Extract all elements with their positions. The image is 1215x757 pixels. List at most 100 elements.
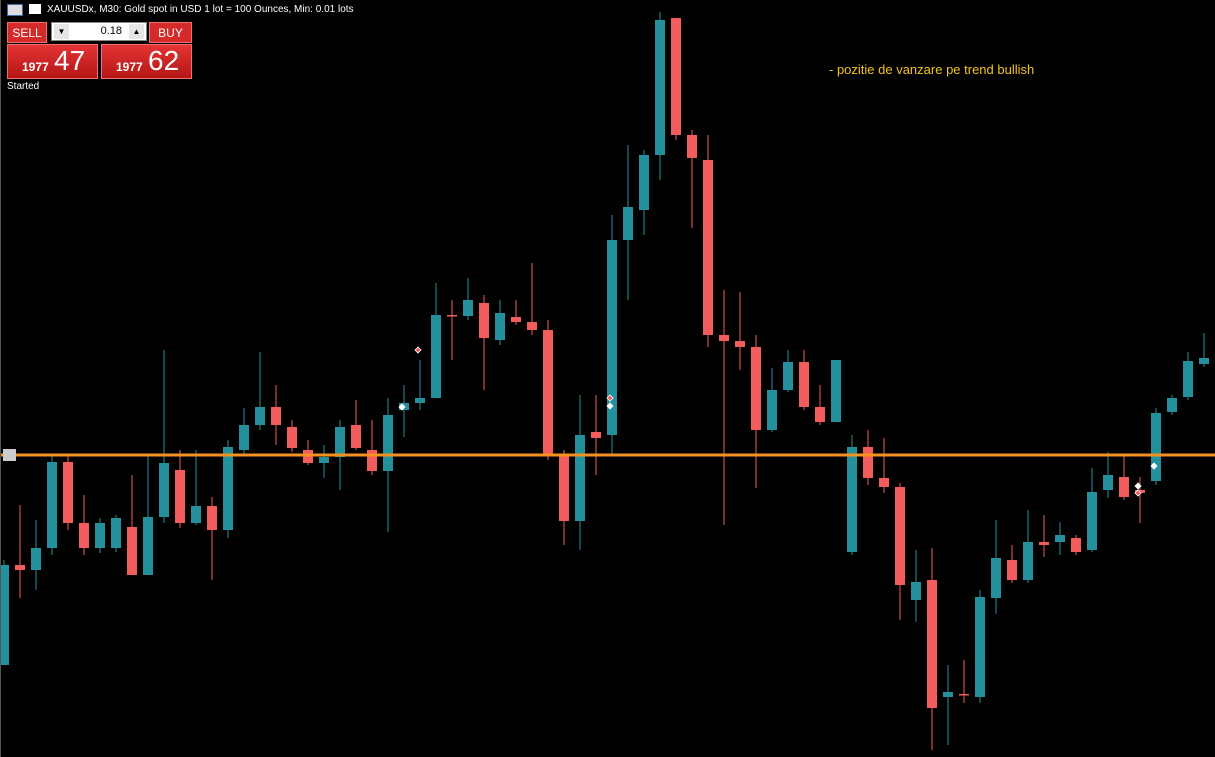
candle-body [1167, 398, 1177, 412]
sell-price[interactable]: 1977 47 [7, 44, 98, 79]
volume-box[interactable]: ▼ 0.18 ▲ [51, 22, 147, 41]
sell-price-big: 1977 [22, 60, 49, 74]
candle-body [47, 462, 57, 548]
candle-body [703, 160, 713, 335]
candle-body [431, 315, 441, 398]
candle-body [527, 322, 537, 330]
candle-body [15, 565, 25, 570]
candle-body [927, 580, 937, 708]
candle-body [367, 450, 377, 471]
candle-body [895, 487, 905, 585]
candle-body [31, 548, 41, 570]
candle-body [495, 313, 505, 340]
trade-marker [1134, 489, 1142, 497]
volume-down[interactable]: ▼ [54, 24, 69, 39]
candle-body [159, 463, 169, 517]
candle-body [1039, 542, 1049, 545]
candle-body [1183, 361, 1193, 397]
candle-body [1023, 542, 1033, 580]
candle-body [623, 207, 633, 240]
volume-up[interactable]: ▲ [129, 24, 144, 39]
candle-body [687, 135, 697, 158]
volume-value[interactable]: 0.18 [100, 25, 122, 37]
candle-body [815, 407, 825, 422]
candle-body [719, 335, 729, 341]
candle-body [79, 523, 89, 548]
chart-icon [29, 4, 41, 14]
candle-body [287, 427, 297, 448]
candle-body [671, 18, 681, 135]
candle-body [831, 360, 841, 422]
candle-body [1007, 560, 1017, 580]
candle-body [511, 317, 521, 322]
buy-button[interactable]: BUY [149, 22, 192, 43]
candle-body [639, 155, 649, 210]
candle-body [1151, 413, 1161, 481]
candle-body [127, 527, 137, 575]
candle-body [655, 20, 665, 155]
candle-body [1, 565, 9, 665]
candle-body [1087, 492, 1097, 550]
candle-body [911, 582, 921, 600]
candle-body [799, 362, 809, 407]
candle-body [543, 330, 553, 455]
candle-body [735, 341, 745, 347]
sell-price-small: 47 [54, 45, 86, 76]
candle-body [239, 425, 249, 450]
candle-body [959, 694, 969, 696]
candle-body [1071, 538, 1081, 552]
candle-body [207, 506, 217, 530]
trade-marker [398, 403, 406, 411]
candle-body [863, 447, 873, 478]
candle-body [383, 415, 393, 471]
line-handle[interactable] [3, 449, 16, 461]
candle-body [1103, 475, 1113, 490]
candle-body [319, 457, 329, 463]
buy-price-small: 62 [148, 45, 180, 76]
buy-price-big: 1977 [116, 60, 143, 74]
candle-body [415, 398, 425, 403]
candle-body [63, 462, 73, 523]
sell-button[interactable]: SELL [7, 22, 47, 43]
candle-body [751, 347, 761, 430]
window-title: XAUUSDx, M30: Gold spot in USD 1 lot = 1… [47, 4, 354, 15]
candle-body [479, 303, 489, 338]
candle-body [975, 597, 985, 697]
candle-body [223, 447, 233, 530]
trade-marker [606, 394, 614, 402]
status: Started [7, 81, 40, 92]
trade-marker [414, 346, 422, 354]
buy-price[interactable]: 1977 62 [101, 44, 192, 79]
candle-body [991, 558, 1001, 598]
candle-body [559, 455, 569, 521]
candle-body [95, 523, 105, 548]
trade-marker [1134, 482, 1142, 490]
candle-body [767, 390, 777, 430]
menu-icon[interactable] [7, 4, 23, 16]
candle-body [111, 518, 121, 548]
candle-body [607, 240, 617, 435]
trade-marker [1150, 462, 1158, 470]
candle-body [1055, 535, 1065, 542]
candle-body [351, 425, 361, 448]
candle-body [1119, 477, 1129, 497]
candle-body [271, 407, 281, 425]
candle-body [463, 300, 473, 316]
candle-body [335, 427, 345, 457]
annotation: - pozitie de vanzare pe trend bullish [829, 62, 1035, 77]
candle-body [847, 447, 857, 552]
candle-body [143, 517, 153, 575]
candle-body [447, 315, 457, 317]
candle-body [783, 362, 793, 390]
candle-body [175, 470, 185, 523]
candle-body [191, 506, 201, 523]
candle-body [1199, 358, 1209, 364]
candle-body [255, 407, 265, 425]
candle-body [943, 692, 953, 697]
candle-body [591, 432, 601, 438]
candle-body [575, 435, 585, 521]
candle-body [879, 478, 889, 487]
trade-marker [606, 402, 614, 410]
